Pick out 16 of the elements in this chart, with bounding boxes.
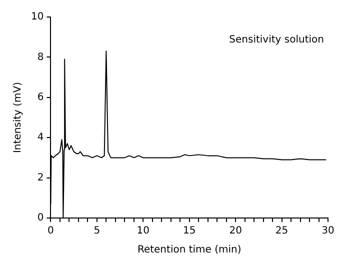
- y-tick-label: 6: [37, 92, 44, 103]
- x-tick-label: 25: [275, 226, 288, 237]
- y-tick-label: 4: [37, 132, 44, 144]
- x-tick-label: 30: [322, 226, 334, 237]
- y-tick-label: 2: [37, 172, 44, 184]
- x-tick-label: 10: [136, 226, 150, 237]
- x-tick-label: 5: [94, 226, 100, 237]
- annotation: Sensitivity solution: [229, 34, 324, 46]
- y-tick-label: 10: [30, 12, 44, 23]
- x-tick-label: 15: [182, 226, 196, 237]
- x-axis-title: Retention time (min): [137, 244, 242, 256]
- y-tick-label: 8: [37, 52, 44, 63]
- y-axis-title: Intensity (mV): [12, 82, 24, 154]
- y-tick-label: 0: [37, 212, 44, 224]
- x-tick-label: 20: [229, 226, 242, 237]
- x-tick-label: 0: [48, 226, 54, 237]
